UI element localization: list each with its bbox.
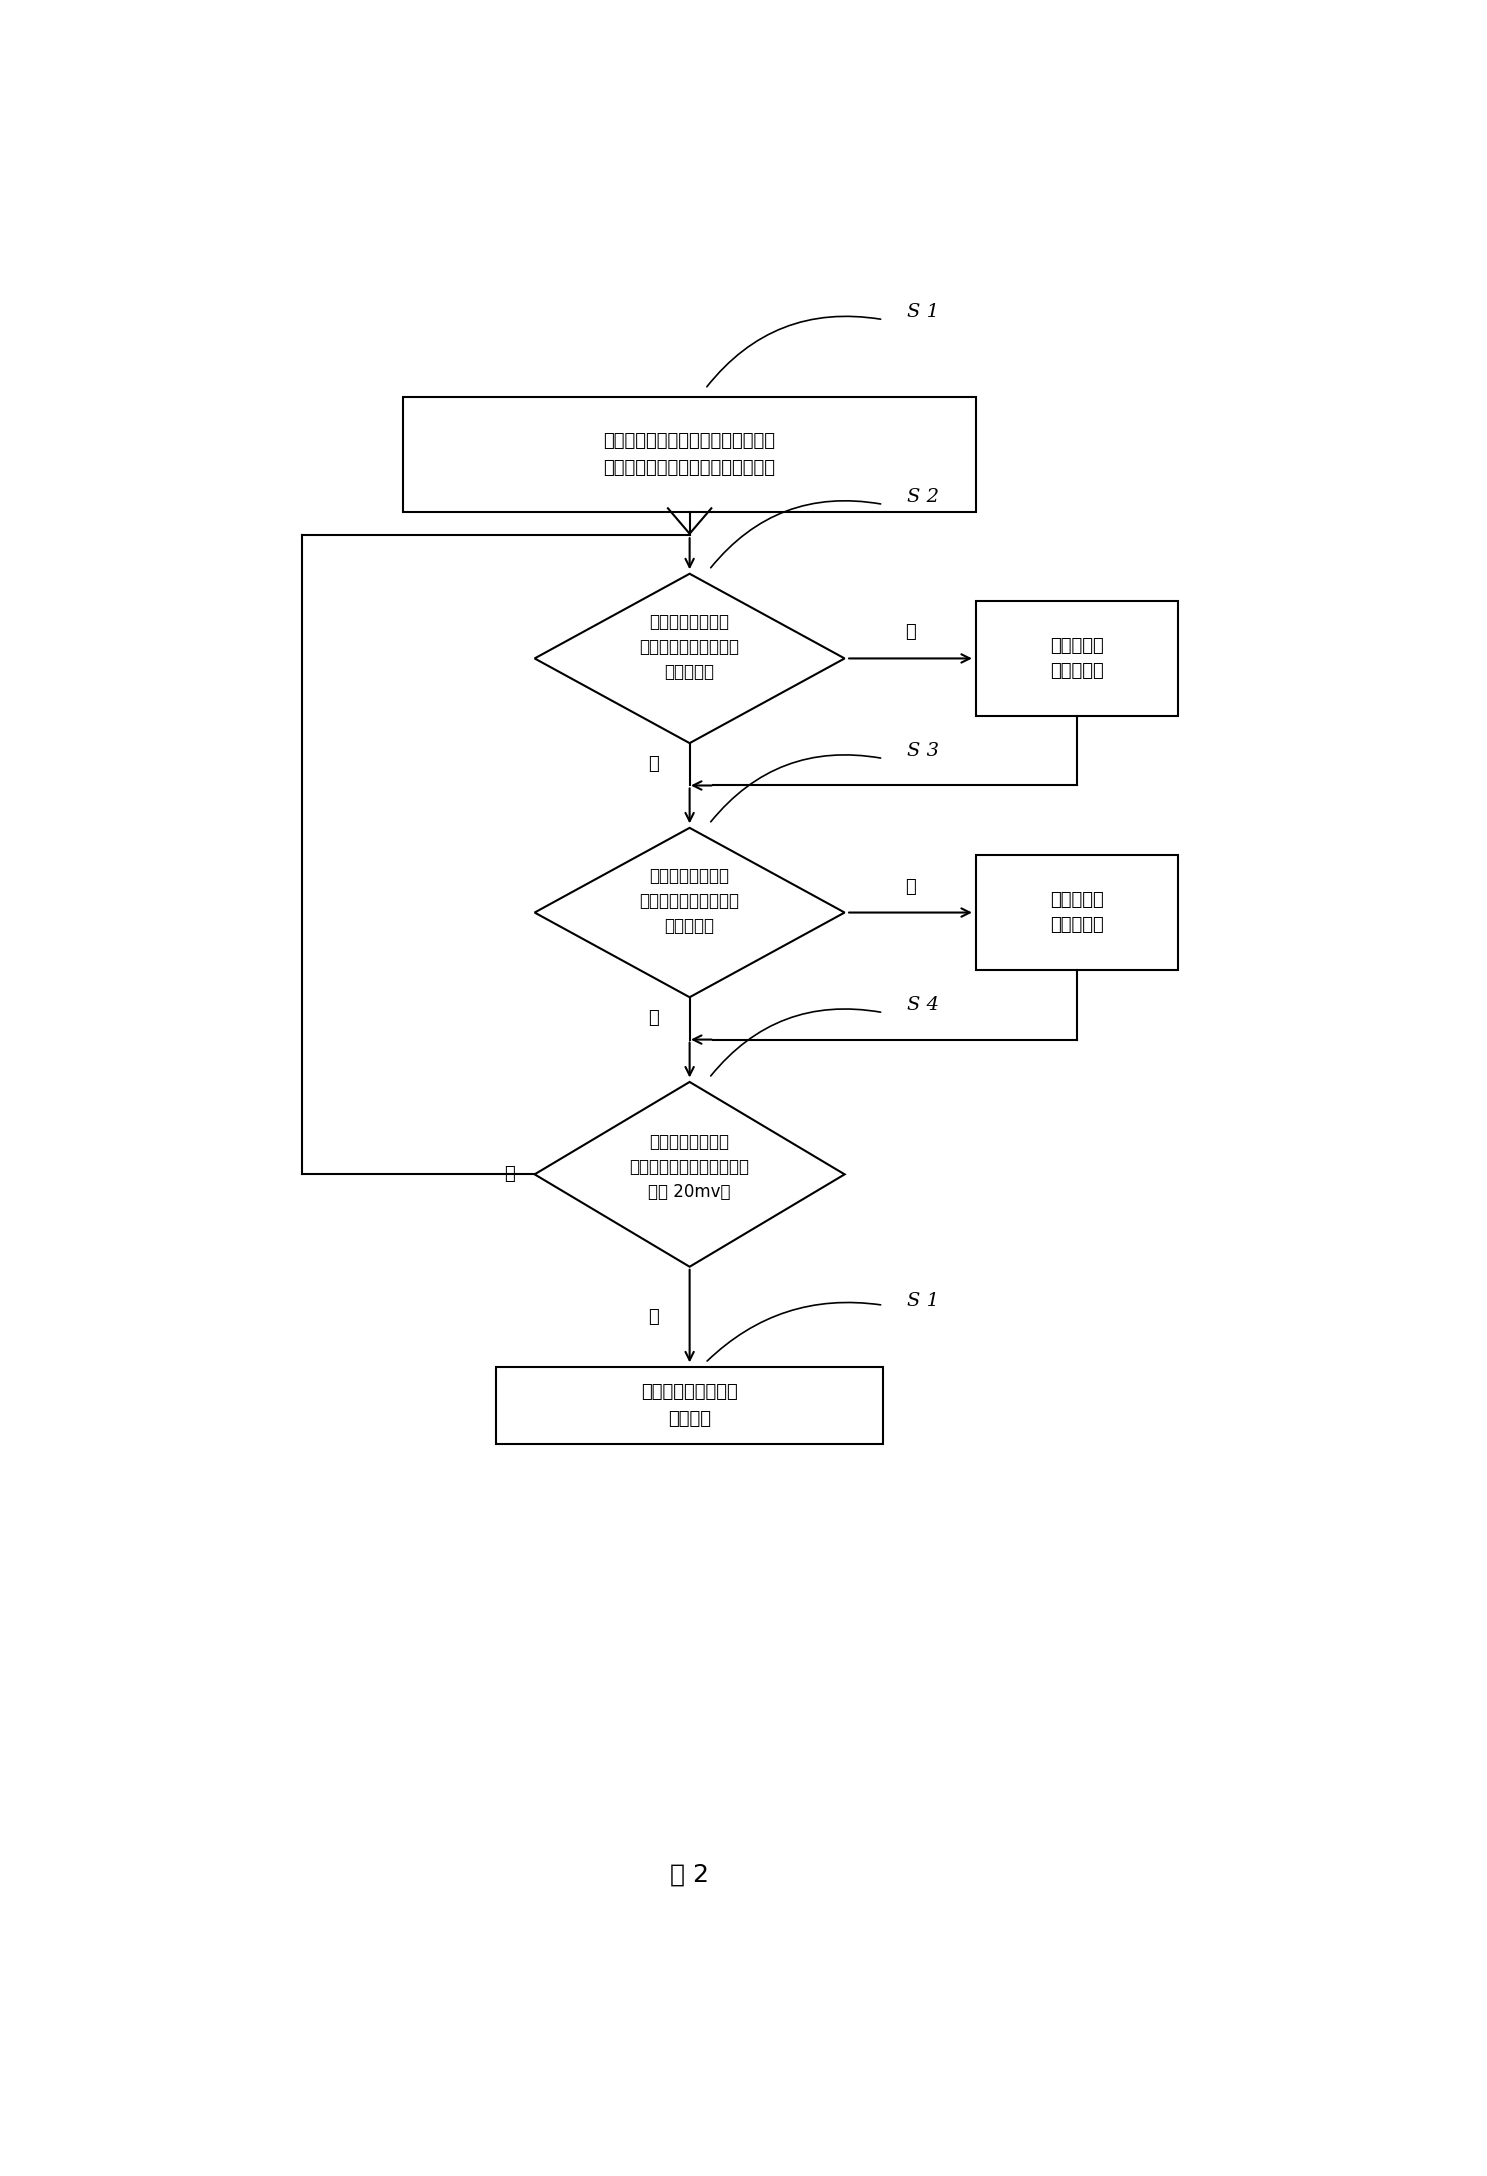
Text: S 1: S 1 — [907, 1293, 938, 1310]
Polygon shape — [535, 827, 845, 997]
Text: 关闭该第二
场效晶体管: 关闭该第二 场效晶体管 — [1050, 638, 1103, 679]
Text: 将该第一、第二充电
开关导通: 将该第一、第二充电 开关导通 — [641, 1384, 738, 1427]
Text: 图 2: 图 2 — [671, 1863, 709, 1887]
Text: 是: 是 — [906, 877, 916, 897]
Text: 当电池组组装完成会将第一、二放电
开关导通且将第一、二充电开关关闭: 当电池组组装完成会将第一、二放电 开关导通且将第一、二充电开关关闭 — [604, 433, 776, 477]
Text: 否: 否 — [648, 1308, 659, 1325]
Bar — [403, 396, 977, 511]
Text: 判断该第一电池组
第二电池组的电压差距是否
大于 20mv？: 判断该第一电池组 第二电池组的电压差距是否 大于 20mv？ — [629, 1134, 749, 1201]
Polygon shape — [535, 574, 845, 744]
Text: 判断该第一电池组
中的某一电池单元电压
是否过高？: 判断该第一电池组 中的某一电池单元电压 是否过高？ — [639, 614, 739, 681]
Text: 否: 否 — [648, 1010, 659, 1027]
Text: S 2: S 2 — [907, 487, 938, 505]
Text: S 4: S 4 — [907, 997, 938, 1014]
Text: 是: 是 — [906, 625, 916, 642]
Text: 判断该第二电池组
中的某一电池单元电压
是否过高？: 判断该第二电池组 中的某一电池单元电压 是否过高？ — [639, 866, 739, 936]
Bar — [977, 855, 1178, 970]
Bar — [977, 601, 1178, 716]
Text: S 1: S 1 — [907, 302, 938, 320]
Text: 是: 是 — [504, 1166, 516, 1184]
Text: 关闭该第一
场效晶体管: 关闭该第一 场效晶体管 — [1050, 890, 1103, 934]
Bar — [495, 1367, 883, 1445]
Text: 否: 否 — [648, 755, 659, 772]
Text: S 3: S 3 — [907, 742, 938, 759]
Polygon shape — [535, 1081, 845, 1266]
